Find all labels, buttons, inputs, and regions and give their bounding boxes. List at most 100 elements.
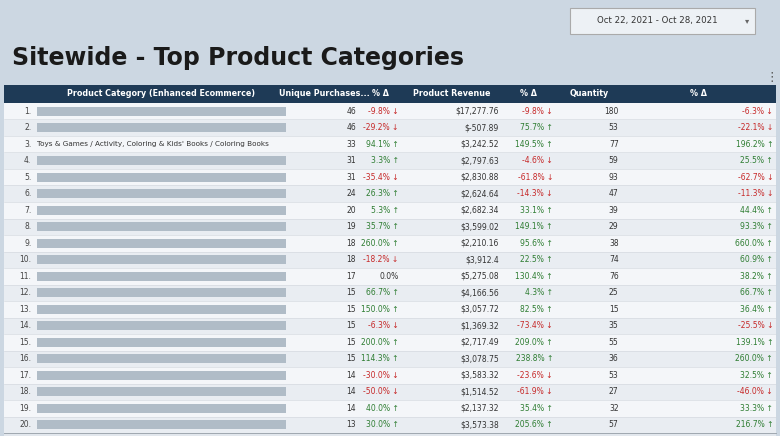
Text: $-507.89: $-507.89 [465,123,499,132]
Text: 35: 35 [609,321,619,330]
Bar [4,252,776,268]
Bar [4,416,776,433]
Text: Product Category (Enhanced Ecommerce): Product Category (Enhanced Ecommerce) [67,89,256,99]
Text: -73.4% ↓: -73.4% ↓ [517,321,553,330]
Text: 38: 38 [609,239,619,248]
Text: 32: 32 [609,404,619,413]
Bar [37,107,285,116]
Bar [4,103,776,119]
Text: 19: 19 [346,222,356,231]
Bar [570,8,755,34]
Text: 3.: 3. [24,140,31,149]
Text: $4,166.56: $4,166.56 [460,288,499,297]
Text: 15: 15 [346,354,356,363]
Text: 47: 47 [609,189,619,198]
Text: 180: 180 [604,107,619,116]
Text: $3,599.02: $3,599.02 [460,222,499,231]
Bar [4,119,776,136]
Text: % Δ: % Δ [520,89,537,99]
Text: % Δ: % Δ [372,89,389,99]
Text: 9.: 9. [24,239,31,248]
Text: $2,830.88: $2,830.88 [460,173,499,182]
Bar [37,206,285,215]
Text: 660.0% ↑: 660.0% ↑ [736,239,773,248]
Text: 93.3% ↑: 93.3% ↑ [740,222,773,231]
Text: 15: 15 [346,338,356,347]
Text: 38.2% ↑: 38.2% ↑ [740,272,773,281]
Text: 95.6% ↑: 95.6% ↑ [520,239,553,248]
Text: -61.9% ↓: -61.9% ↓ [517,387,553,396]
Text: 216.7% ↑: 216.7% ↑ [736,420,773,429]
Bar [37,190,285,198]
Text: 13: 13 [346,420,356,429]
Text: $3,583.32: $3,583.32 [460,371,499,380]
Bar [4,136,776,153]
Bar [37,289,285,297]
Bar [37,157,285,165]
Text: 130.4% ↑: 130.4% ↑ [516,272,553,281]
Text: 1.: 1. [24,107,31,116]
Text: 36.4% ↑: 36.4% ↑ [740,305,773,314]
Text: 17: 17 [346,272,356,281]
Text: 19.: 19. [20,404,31,413]
Text: 20.: 20. [20,420,31,429]
Text: 18.: 18. [20,387,31,396]
Text: 114.3% ↑: 114.3% ↑ [361,354,399,363]
Text: 31: 31 [346,156,356,165]
Text: 14: 14 [346,371,356,380]
Text: $2,137.32: $2,137.32 [460,404,499,413]
Text: 44.4% ↑: 44.4% ↑ [740,206,773,215]
Text: 10.: 10. [20,255,31,264]
Text: 209.0% ↑: 209.0% ↑ [516,338,553,347]
Text: 18: 18 [346,255,356,264]
Text: ⋮: ⋮ [766,72,778,85]
Text: $3,078.75: $3,078.75 [460,354,499,363]
Text: 46: 46 [346,107,356,116]
Bar [37,338,285,347]
Text: 14: 14 [346,404,356,413]
Text: $3,912.4: $3,912.4 [465,255,499,264]
Text: 57: 57 [609,420,619,429]
Bar [4,185,776,202]
Text: 238.8% ↑: 238.8% ↑ [516,354,553,363]
Text: Quantity: Quantity [569,89,608,99]
Text: $2,624.64: $2,624.64 [460,189,499,198]
Bar [4,384,776,400]
Text: 40.0% ↑: 40.0% ↑ [366,404,399,413]
Text: 200.0% ↑: 200.0% ↑ [361,338,399,347]
Bar [4,400,776,416]
Text: 76: 76 [609,272,619,281]
Text: 14.: 14. [20,321,31,330]
Text: 16.: 16. [20,354,31,363]
Text: 35.7% ↑: 35.7% ↑ [366,222,399,231]
Text: % Δ: % Δ [690,89,707,99]
Bar [37,173,285,181]
Text: 77: 77 [609,140,619,149]
Text: 13.: 13. [20,305,31,314]
Text: 24: 24 [346,189,356,198]
Bar [4,235,776,252]
Text: $2,210.16: $2,210.16 [460,239,499,248]
Text: 12.: 12. [20,288,31,297]
Bar [37,420,285,429]
Text: 15: 15 [609,305,619,314]
Text: 5.: 5. [24,173,31,182]
Text: -22.1% ↓: -22.1% ↓ [738,123,773,132]
Text: 33.1% ↑: 33.1% ↑ [520,206,553,215]
Text: 149.1% ↑: 149.1% ↑ [516,222,553,231]
Text: $1,369.32: $1,369.32 [460,321,499,330]
Text: $3,057.72: $3,057.72 [460,305,499,314]
Text: Unique Purchases...: Unique Purchases... [279,89,370,99]
Text: -9.8% ↓: -9.8% ↓ [523,107,553,116]
Text: 33: 33 [346,140,356,149]
Text: -29.2% ↓: -29.2% ↓ [363,123,399,132]
Text: 22.5% ↑: 22.5% ↑ [520,255,553,264]
Bar [37,272,285,280]
Text: -18.2% ↓: -18.2% ↓ [363,255,399,264]
Text: 17.: 17. [20,371,31,380]
Bar [4,334,776,351]
Text: $17,277.76: $17,277.76 [456,107,499,116]
Bar [4,218,776,235]
Text: 25.5% ↑: 25.5% ↑ [740,156,773,165]
Text: Sitewide - Top Product Categories: Sitewide - Top Product Categories [12,46,464,70]
